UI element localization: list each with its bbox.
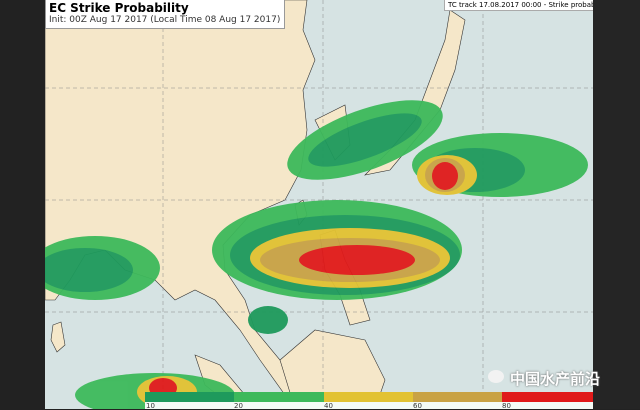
prob-main-80 [299,245,415,275]
colorbar-label: 60 [413,402,422,410]
land-borneo [279,329,386,409]
colorbar-label: 20 [234,402,243,410]
title-box: EC Strike Probability Init: 00Z Aug 17 2… [45,0,286,29]
colorbar-20-40 [234,392,324,402]
colorbar-label: 40 [324,402,333,410]
prob-scs-10 [248,306,288,334]
colorbar-label: 80 [502,402,511,410]
watermark: 中国水产前沿 [510,370,601,388]
right-border [593,0,640,409]
colorbar-label: 10 [146,402,155,410]
init-time: Init: 00Z Aug 17 2017 (Local Time 08 Aug… [49,15,281,25]
wechat-icon [488,370,504,383]
prob-japan-80 [432,162,458,190]
strike-probability-map [45,0,593,409]
prob-north-20 [308,113,422,167]
colorbar-40-60 [324,392,413,402]
land-sri-lanka [50,321,66,353]
prob-west-20 [45,248,133,292]
colorbar-60-80 [413,392,502,402]
colorbar-80-100 [502,392,593,402]
map-title: EC Strike Probability [49,1,189,15]
colorbar-10-20 [145,392,234,402]
track-label: TC track 17.08.2017 00:00 - Strike proba… [444,0,613,11]
colorbar: 10 20 40 60 80 [145,392,593,410]
